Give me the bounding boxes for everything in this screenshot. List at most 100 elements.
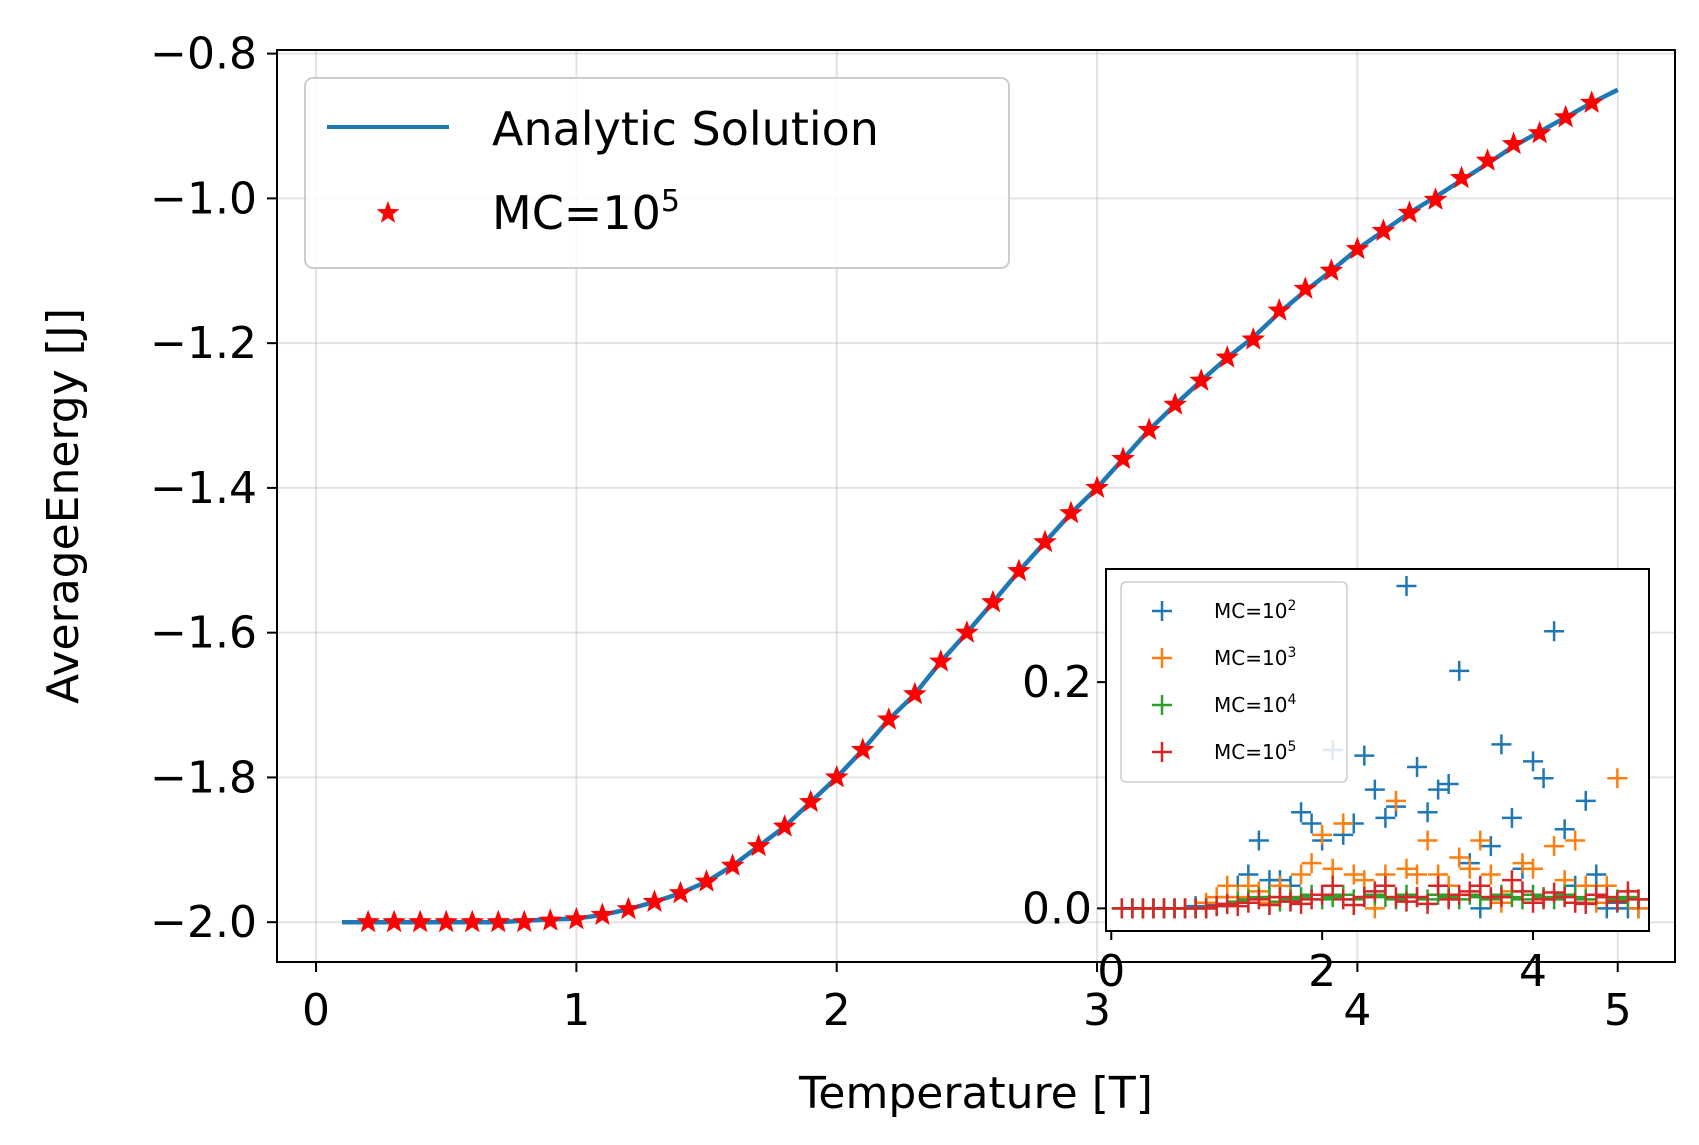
mc-1e3-point	[1301, 853, 1322, 874]
mc-1e5-point	[1428, 875, 1449, 896]
mc-1e5-point	[1267, 298, 1292, 321]
legend-swatch-mc-1e5	[376, 201, 400, 223]
mc-1e5-point	[1470, 875, 1491, 896]
main-legend: Analytic Solution MC=105	[304, 77, 1010, 269]
inset-axes: 0 2 4 0.0 0.2 MC=102 MC=103 MC=104 MC=105	[1022, 568, 1650, 997]
mc-1e5-point	[1586, 884, 1607, 905]
mc-1e5-point	[1280, 891, 1301, 912]
y-axis-label: AverageEnergy [J]	[38, 308, 89, 704]
mc-1e5-point	[1269, 887, 1290, 908]
mc-1e2-point	[1491, 734, 1512, 755]
mc-1e2-point	[1248, 830, 1269, 851]
mc-1e5-point	[955, 620, 979, 643]
mc-1e5-point	[1007, 558, 1031, 582]
mc-1e3-point	[1291, 864, 1312, 885]
mc-1e5-point	[1501, 870, 1522, 891]
main-x-tick-label: 4	[1343, 985, 1371, 1036]
mc-1e5-point	[668, 880, 693, 904]
main-y-tick-label: −1.4	[150, 463, 257, 514]
mc-1e5-point	[460, 909, 485, 933]
mc-1e5-point	[1248, 889, 1269, 910]
main-x-tick-label: 5	[1604, 985, 1632, 1036]
mc-1e2-point	[1407, 756, 1428, 777]
mc-1e5-point	[824, 764, 849, 788]
mc-1e5-point	[1579, 90, 1604, 113]
main-y-tick-label: −1.8	[150, 752, 257, 803]
inset-x-tick-label: 0	[1097, 946, 1125, 997]
mc-1e5-point	[1596, 887, 1617, 908]
inset-series	[1111, 575, 1649, 919]
mc-1e5-point	[1085, 475, 1109, 498]
main-x-tick-label: 0	[302, 985, 330, 1036]
inset-legend-box	[1120, 581, 1348, 783]
legend-label-mc-1e5: MC=105	[492, 184, 680, 240]
mc-1e5-point	[1449, 884, 1470, 905]
mc-1e5-point	[1206, 896, 1227, 917]
mc-1e3-point	[1312, 824, 1333, 845]
mc-1e2-point	[1438, 773, 1459, 794]
mc-1e5-point	[1241, 327, 1266, 350]
mc-1e2-point	[1396, 575, 1417, 596]
mc-1e3-point	[1512, 853, 1533, 874]
mc-1e5-point	[512, 909, 537, 933]
inset-legend-label-mc-1e2: MC=102	[1214, 598, 1296, 623]
mc-1e5-point	[876, 707, 901, 730]
mc-1e5-point	[1319, 258, 1344, 281]
mc-1e5-point	[1554, 887, 1575, 908]
mc-1e5-point	[1617, 881, 1638, 902]
mc-1e5-point	[1523, 892, 1544, 913]
mc-1e5-point	[772, 814, 797, 837]
mc-1e5-point	[929, 649, 953, 672]
mc-1e5-point	[1533, 889, 1554, 910]
main-x-tick-label: 1	[562, 985, 590, 1036]
main-ticks: 0 1 2 3 4 5 −2.0 −1.8 −1.6 −1.4 −1.2 −1.0 −0.8	[150, 29, 1632, 1036]
mc-1e5-point	[1343, 894, 1364, 915]
mc-1e2-point	[1364, 779, 1385, 800]
inset-plot-frame	[1105, 568, 1650, 932]
mc-1e3-point	[1322, 858, 1343, 879]
mc-1e5-point	[746, 833, 771, 857]
mc-1e3-point	[1607, 768, 1628, 789]
inset-x-tick-label: 2	[1308, 946, 1336, 997]
inset-legend-swatch	[1152, 742, 1172, 762]
mc-1e2-point	[1586, 864, 1607, 885]
mc-1e3-point	[1480, 864, 1501, 885]
mc-1e5-point	[1059, 500, 1083, 524]
mc-1e5-point	[1137, 417, 1161, 441]
mc-1e3-point	[1217, 875, 1238, 896]
inset-legend-swatch	[1152, 601, 1172, 621]
mc-1e3-point	[1470, 830, 1491, 851]
mc-1e5-point	[1301, 889, 1322, 910]
inset-y-tick-label: 0.2	[1022, 657, 1092, 708]
mc-1e2-point	[1575, 790, 1596, 811]
mc-1e5-point	[1333, 889, 1354, 910]
mc-1e5-point	[720, 853, 745, 876]
mc-1e5-point	[1354, 887, 1375, 908]
mc-1e3-point	[1544, 836, 1565, 857]
mc-1e3-point	[1407, 864, 1428, 885]
mc-1e3-point	[1449, 847, 1470, 868]
mc-1e5-point	[642, 889, 667, 912]
mc-1e5-point	[616, 896, 641, 920]
inset-legend-swatch	[1152, 648, 1172, 668]
mc-1e2-point	[1554, 819, 1575, 840]
inset-x-tick-label: 4	[1519, 946, 1547, 997]
main-y-tick-label: −1.6	[150, 608, 257, 659]
mc-1e5-point	[798, 789, 823, 813]
mc-1e5-point	[1553, 104, 1578, 128]
mc-1e2-point	[1480, 836, 1501, 857]
mc-1e2-point	[1417, 802, 1438, 823]
mc-1e2-point	[1533, 768, 1554, 789]
mc-1e3-point	[1396, 858, 1417, 879]
mc-1e5-point	[356, 909, 380, 933]
mc-1e5-point	[382, 909, 406, 933]
main-x-tick-label: 3	[1083, 985, 1111, 1036]
mc-1e5-point	[1238, 892, 1259, 913]
inset-y-tick-label: 0.0	[1022, 883, 1092, 934]
mc-1e5-point	[1111, 446, 1135, 470]
mc-1e5-point	[1491, 887, 1512, 908]
mc-1e5-point	[1407, 887, 1428, 908]
mc-1e5-point	[1215, 345, 1240, 368]
inset-legend-swatches	[1152, 601, 1172, 762]
mc-1e5-point	[1501, 131, 1526, 155]
